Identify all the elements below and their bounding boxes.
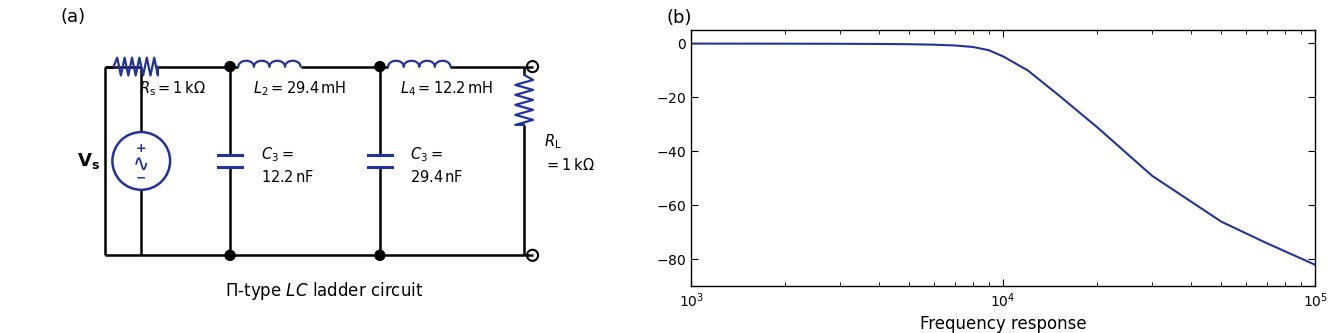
Text: $R_\mathrm{s} = 1\,\mathrm{k\Omega}$: $R_\mathrm{s} = 1\,\mathrm{k\Omega}$ bbox=[138, 79, 205, 98]
Text: $\Pi$-type $\mathit{LC}$ ladder circuit: $\Pi$-type $\mathit{LC}$ ladder circuit bbox=[225, 280, 424, 302]
Text: $R_\mathrm{L}$
$= 1\,\mathrm{k\Omega}$: $R_\mathrm{L}$ $= 1\,\mathrm{k\Omega}$ bbox=[544, 133, 595, 172]
Circle shape bbox=[225, 62, 235, 72]
Text: $L_4 = 12.2\,\mathrm{mH}$: $L_4 = 12.2\,\mathrm{mH}$ bbox=[400, 79, 493, 98]
Text: $C_3 =$
$29.4\,\mathrm{nF}$: $C_3 =$ $29.4\,\mathrm{nF}$ bbox=[411, 146, 464, 185]
Circle shape bbox=[374, 62, 385, 72]
Text: $\mathbf{V_s}$: $\mathbf{V_s}$ bbox=[78, 151, 101, 171]
Text: $L_2 = 29.4\,\mathrm{mH}$: $L_2 = 29.4\,\mathrm{mH}$ bbox=[252, 79, 346, 98]
Text: $C_3 =$
$12.2\,\mathrm{nF}$: $C_3 =$ $12.2\,\mathrm{nF}$ bbox=[260, 146, 314, 185]
Text: −: − bbox=[136, 171, 146, 184]
Circle shape bbox=[225, 250, 235, 260]
Text: (a): (a) bbox=[60, 8, 86, 26]
X-axis label: Frequency response: Frequency response bbox=[919, 315, 1087, 333]
Text: +: + bbox=[136, 142, 146, 155]
Text: (b): (b) bbox=[666, 9, 691, 27]
Circle shape bbox=[374, 250, 385, 260]
